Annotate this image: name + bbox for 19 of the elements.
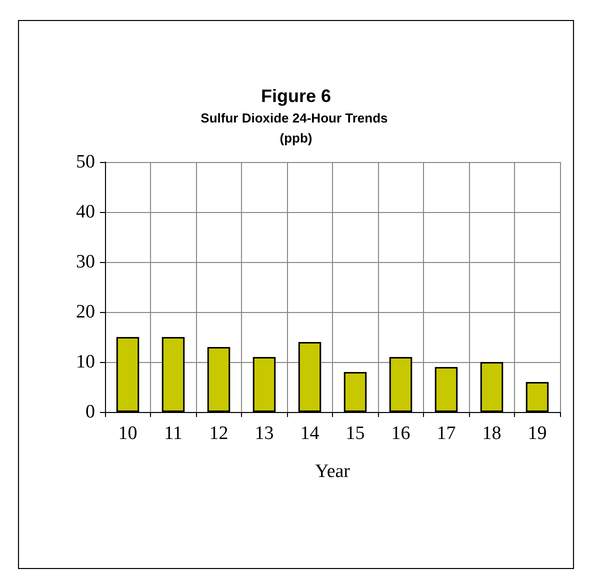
- x-tick-label: 15: [346, 423, 365, 444]
- x-tick-label: 12: [209, 423, 228, 444]
- x-tick-label: 11: [164, 423, 182, 444]
- y-tick-label: 40: [76, 202, 95, 222]
- x-tick-label: 10: [118, 423, 138, 444]
- x-tick-label: 19: [528, 423, 547, 444]
- x-tick-label: 17: [436, 423, 456, 444]
- y-tick-label: 10: [76, 352, 95, 372]
- x-tick-label: 16: [391, 423, 410, 444]
- chart-title: Figure 6: [260, 86, 332, 106]
- x-tick-label: 18: [482, 423, 502, 444]
- y-tick-label: 30: [76, 252, 95, 272]
- y-tick-label: 50: [76, 152, 95, 172]
- y-tick-label: 0: [86, 402, 95, 422]
- x-tick-label: 14: [300, 423, 320, 444]
- x-axis-title: Year: [314, 461, 351, 482]
- y-tick-label: 20: [76, 302, 95, 322]
- chart-subtitle: Sulfur Dioxide 24-Hour Trends (ppb): [200, 110, 392, 146]
- x-tick-label: 13: [254, 423, 274, 444]
